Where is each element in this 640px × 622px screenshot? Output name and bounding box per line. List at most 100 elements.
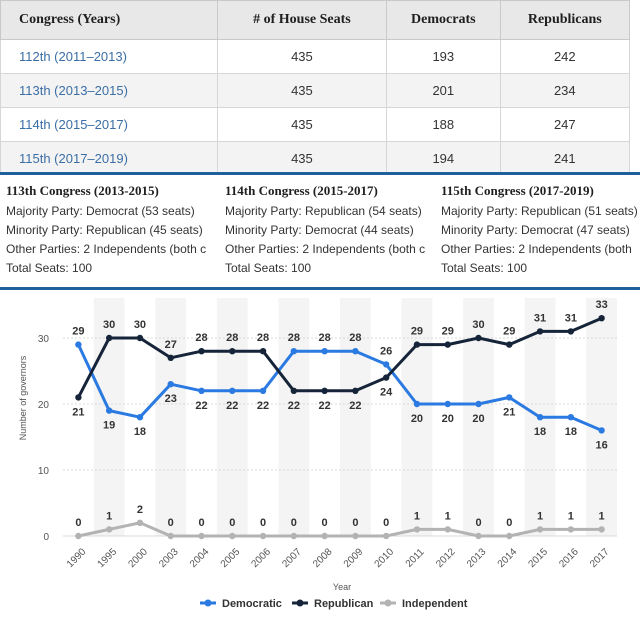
column-band xyxy=(155,298,187,536)
data-label-democratic: 21 xyxy=(503,406,515,418)
x-tick-label: 2013 xyxy=(465,546,489,570)
x-tick-label: 2017 xyxy=(588,546,612,570)
table-cell: 435 xyxy=(216,141,388,172)
senate-title: 113th Congress (2013-2015) xyxy=(6,183,159,198)
congress-link[interactable]: 115th (2017–2019) xyxy=(0,141,218,172)
congress-link[interactable]: 113th (2013–2015) xyxy=(0,73,218,108)
data-point-independent xyxy=(567,526,575,533)
table-cell: 193 xyxy=(386,39,501,74)
data-point-democratic xyxy=(352,348,359,355)
legend-label-democratic: Democratic xyxy=(222,598,282,610)
column-band xyxy=(93,298,125,536)
data-point-democratic xyxy=(567,414,575,421)
data-point-independent xyxy=(290,532,298,540)
x-tick-label: 2003 xyxy=(157,546,181,570)
data-point-independent xyxy=(444,526,451,533)
x-tick-label: 2014 xyxy=(496,546,520,570)
table-cell: 435 xyxy=(216,39,388,74)
data-point-democratic xyxy=(136,414,144,421)
data-label-independent: 0 xyxy=(506,517,512,529)
data-point-democratic xyxy=(444,400,451,408)
data-point-republican xyxy=(105,334,113,342)
legend-label-republican: Republican xyxy=(314,598,374,610)
data-label-republican: 22 xyxy=(349,400,361,412)
data-point-independent xyxy=(136,519,144,526)
x-tick-label: 2007 xyxy=(280,546,304,570)
data-label-democratic: 18 xyxy=(134,426,146,438)
data-label-independent: 1 xyxy=(445,510,451,522)
data-point-independent xyxy=(475,532,482,540)
house-table-section: Congress (Years) # of House Seats Democr… xyxy=(0,0,640,172)
data-label-democratic: 26 xyxy=(380,345,392,357)
senate-line: Other Parties: 2 Independents (both c xyxy=(225,242,426,256)
data-label-independent: 0 xyxy=(383,517,389,529)
data-label-independent: 0 xyxy=(322,517,328,529)
table-cell: 247 xyxy=(499,107,631,142)
data-label-republican: 21 xyxy=(72,406,84,418)
data-label-republican: 28 xyxy=(257,332,269,344)
senate-line: Minority Party: Republican (45 seats) xyxy=(6,223,203,237)
data-label-republican: 29 xyxy=(411,326,423,338)
legend: Democratic Republican Independent xyxy=(200,598,468,610)
congress-link[interactable]: 112th (2011–2013) xyxy=(0,39,218,74)
data-point-republican xyxy=(290,387,298,394)
section-divider xyxy=(0,172,640,175)
data-label-republican: 22 xyxy=(318,400,330,412)
data-label-independent: 0 xyxy=(475,517,481,529)
data-label-republican: 30 xyxy=(472,319,484,331)
data-label-democratic: 22 xyxy=(226,400,238,412)
data-label-democratic: 20 xyxy=(442,413,454,425)
x-tick-label: 2004 xyxy=(188,546,212,570)
data-point-democratic xyxy=(167,381,174,388)
table-cell: 435 xyxy=(216,107,388,142)
x-tick-label: 2011 xyxy=(404,546,427,569)
congress-link[interactable]: 114th (2015–2017) xyxy=(0,107,218,142)
legend-marker-republican xyxy=(296,599,304,607)
table-header-row: Congress (Years) # of House Seats Democr… xyxy=(0,0,631,40)
data-label-independent: 0 xyxy=(352,517,358,529)
table-row: 115th (2017–2019) 435 194 241 xyxy=(0,141,631,172)
data-point-republican xyxy=(506,341,513,348)
data-point-democratic xyxy=(506,394,513,401)
data-label-republican: 30 xyxy=(103,319,115,331)
data-label-republican: 31 xyxy=(565,312,577,324)
senate-line: Other Parties: 2 Independents (both c xyxy=(6,242,207,256)
data-point-republican xyxy=(75,394,82,401)
data-point-independent xyxy=(598,526,605,533)
column-header: Congress (Years) xyxy=(0,0,218,40)
data-label-republican: 28 xyxy=(226,332,238,344)
data-point-republican xyxy=(259,348,267,355)
y-tick-label: 10 xyxy=(38,466,50,477)
data-point-independent xyxy=(536,526,544,533)
senate-line: Total Seats: 100 xyxy=(441,261,528,275)
data-point-democratic xyxy=(413,400,421,408)
data-point-independent xyxy=(229,532,236,540)
data-label-independent: 0 xyxy=(198,517,204,529)
data-point-democratic xyxy=(536,414,544,421)
series-line-independent xyxy=(78,521,602,538)
senate-line: Total Seats: 100 xyxy=(225,261,312,275)
data-point-democratic xyxy=(382,361,390,368)
data-label-independent: 0 xyxy=(260,517,266,529)
column-header: # of House Seats xyxy=(216,0,388,40)
data-label-independent: 2 xyxy=(137,504,143,516)
data-point-independent xyxy=(413,526,421,533)
senate-line: Total Seats: 100 xyxy=(6,261,93,275)
data-label-democratic: 22 xyxy=(195,400,207,412)
data-point-republican xyxy=(352,387,359,394)
data-point-republican xyxy=(598,315,605,322)
data-label-independent: 1 xyxy=(568,510,574,522)
senate-column-113: 113th Congress (2013-2015) Majority Part… xyxy=(6,183,212,278)
table-cell: 194 xyxy=(386,141,501,172)
data-point-independent xyxy=(105,526,113,533)
data-point-republican xyxy=(536,328,544,335)
data-label-republican: 28 xyxy=(195,332,207,344)
data-point-republican xyxy=(136,334,144,342)
table-cell: 241 xyxy=(499,141,631,172)
data-point-democratic xyxy=(290,348,298,355)
data-point-independent xyxy=(75,532,82,540)
x-tick-label: 1990 xyxy=(65,546,89,570)
data-label-independent: 0 xyxy=(229,517,235,529)
x-tick-label: 2000 xyxy=(126,546,150,570)
data-point-democratic xyxy=(198,387,205,394)
